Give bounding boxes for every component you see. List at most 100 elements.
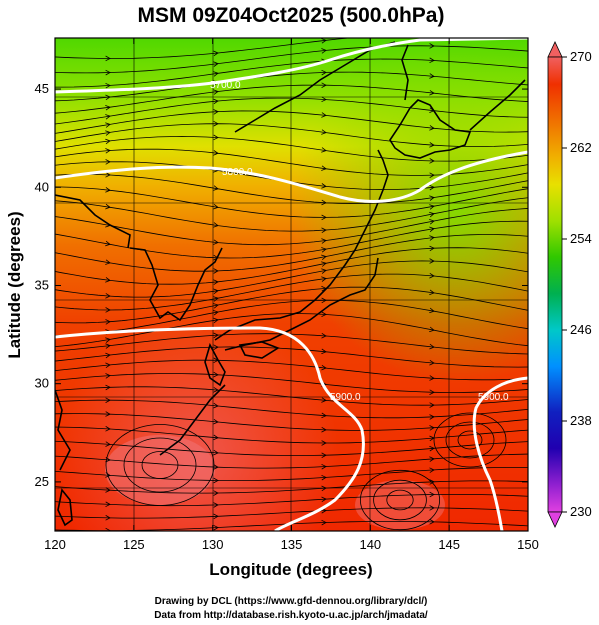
coastline-kyushu [204,342,226,387]
streamline [55,58,528,88]
streamline-arrow [429,343,435,350]
streamline [55,123,528,147]
credit-drawing: Drawing by DCL (https://www.gfd-dennou.o… [155,596,428,607]
x-tick-label: 145 [438,537,460,552]
streamline-arrow [321,474,327,481]
streamline-arrow [429,226,435,233]
streamline-arrow [429,258,435,264]
contour-label-5900-east: 5900.0 [478,392,509,403]
streamline-arrow [429,425,435,431]
streamline-arrow [105,130,111,136]
y-tick-label: 45 [35,81,49,96]
circulation-swirl [457,430,483,450]
streamline-arrow [429,307,435,314]
streamline-arrow [321,519,327,526]
streamline [55,413,528,431]
streamline-arrow [429,245,435,252]
contour-label-5800: 5800.0 [222,167,253,178]
colorbar-bottom-arrow [547,511,563,528]
streamline-arrow [213,120,219,127]
streamline-arrow [105,159,111,165]
streamline-arrow [213,134,219,141]
streamline-arrow [213,513,219,520]
streamline-arrow [105,240,111,247]
streamline-arrow [429,414,435,420]
streamline-arrow [213,317,219,324]
streamline [55,84,528,114]
colorbar: 270 262 254 246 238 230 [547,41,592,528]
x-tick-label: 140 [359,537,381,552]
contour-5900-east [472,376,528,531]
y-axis-title: Latitude (degrees) [5,211,24,358]
plot-area: 5700.0 5800.0 5900.0 5900.0 [55,38,528,531]
coastline-taiwan [57,488,73,527]
circulation-swirl [123,437,197,493]
streamline-arrow [321,183,327,189]
streamline-arrow [105,487,111,493]
streamline-arrow [213,288,219,295]
streamline [55,45,528,74]
streamline-arrow [321,38,327,44]
streamline-arrow [105,384,111,391]
colorbar-tick-label: 238 [570,413,592,428]
streamline-arrow [429,195,435,201]
streamline-arrow [213,371,219,378]
streamline-arrow [105,69,111,76]
streamline-arrow [105,172,111,178]
streamline [55,359,528,381]
streamline [55,299,528,336]
streamline-arrow [213,239,219,245]
circulation-swirl [445,421,495,459]
colorbar-scale [547,56,563,513]
colorbar-tick-label: 254 [570,231,592,246]
x-tick-label: 125 [123,537,145,552]
streamline-arrow [105,362,111,369]
coastline-kuril [469,79,526,131]
streamline-arrow [213,418,219,425]
circulation-swirl [141,451,179,479]
streamline-arrow [213,50,219,57]
streamline-arrow [429,57,435,64]
colorbar-tick-label: 246 [570,322,592,337]
streamline-arrow [429,211,435,218]
streamline-arrow [213,449,219,456]
coastline-china [55,194,131,249]
streamline [55,480,528,494]
streamline-arrow [429,184,435,191]
streamline-arrow [321,227,327,234]
x-tick-label: 120 [44,537,66,552]
streamline-arrow [105,337,111,343]
streamline-arrow [105,501,111,508]
streamline [55,173,528,205]
streamline [55,38,353,59]
circulation-swirl [373,479,427,521]
x-axis-title: Longitude (degrees) [209,560,372,579]
streamline-arrow [321,332,327,339]
coastline-china-south [55,389,71,471]
streamline-arrow [321,348,327,355]
streamline-arrow [213,502,219,508]
streamline [55,494,528,507]
streamline-arrow [213,61,219,67]
streamline-arrow [213,268,219,274]
coastline-honshu [214,149,389,341]
streamline-arrow [213,332,219,339]
streamline [55,426,528,444]
warm-patch-south [355,480,445,530]
streamline-arrow [321,412,327,419]
streamline-arrow [429,389,435,395]
streamline [55,208,528,246]
coastline-russia [234,41,396,133]
coastline-ryukyu [159,384,226,456]
streamline-arrow [321,496,327,503]
coastline-sakhalin [401,44,409,101]
x-tick-label: 135 [281,537,303,552]
streamline [55,453,528,469]
contour-5900-main [55,326,365,531]
streamline-arrow [321,129,327,135]
streamline-arrow [321,247,327,253]
streamline [55,373,528,393]
streamline-arrow [105,515,111,521]
streamline [55,440,528,456]
streamline-arrow [321,276,327,282]
